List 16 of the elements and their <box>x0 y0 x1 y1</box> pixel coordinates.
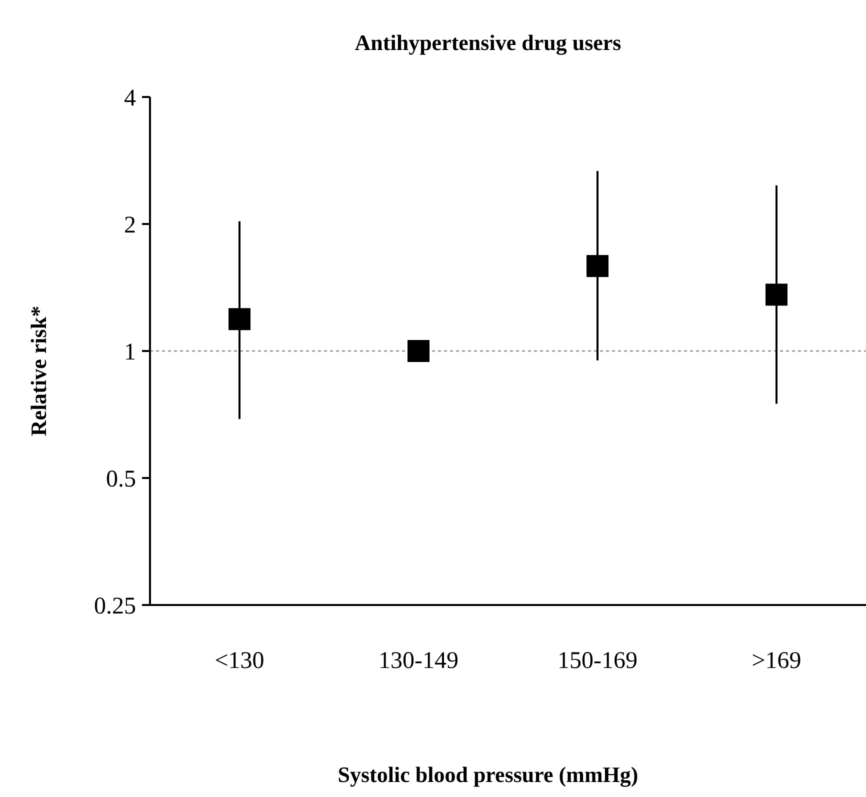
x-tick-label: 130-149 <box>378 648 458 674</box>
x-tick-label: >169 <box>752 648 802 674</box>
chart-title: Antihypertensive drug users <box>354 30 622 55</box>
point <box>228 308 250 330</box>
point <box>586 255 608 278</box>
y-axis-title: Relative risk* <box>26 306 51 436</box>
y-tick-label: 2 <box>124 212 136 238</box>
x-tick-label: 150-169 <box>558 648 638 674</box>
y-tick-label: 0.5 <box>106 466 136 492</box>
y-tick-label: 0.25 <box>94 593 136 620</box>
x-axis-title: Systolic blood pressure (mmHg) <box>338 762 638 787</box>
y-tick-label: 4 <box>124 85 136 112</box>
point <box>766 284 788 306</box>
x-tick-label: <130 <box>214 648 264 674</box>
y-tick-label: 1 <box>124 339 136 366</box>
point <box>408 340 430 362</box>
